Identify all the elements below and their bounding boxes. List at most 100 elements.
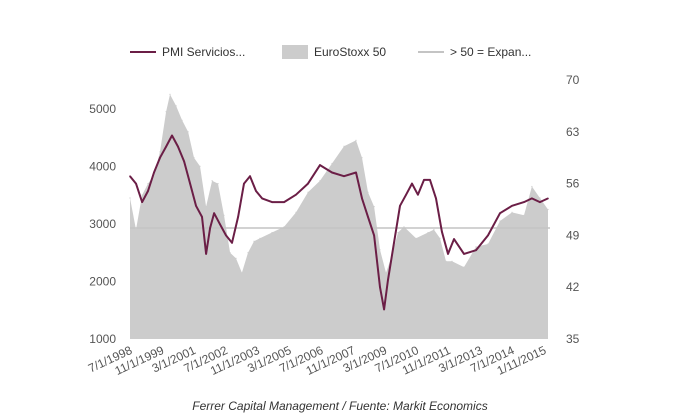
legend-label: PMI Servicios...	[162, 45, 245, 59]
pmi-line-layer	[129, 134, 549, 311]
eurostoxx-point	[241, 272, 243, 274]
pmi-point	[255, 190, 257, 192]
y-left-tick-label: 4000	[89, 159, 116, 173]
pmi-point	[283, 201, 285, 203]
pmi-point	[183, 160, 185, 163]
pmi-point	[379, 286, 381, 289]
pmi-point	[147, 190, 149, 192]
eurostoxx-point	[205, 206, 207, 208]
y-left-tick-label: 3000	[89, 217, 116, 231]
pmi-point	[237, 216, 239, 218]
pmi-point	[243, 182, 245, 185]
pmi-point	[435, 197, 437, 200]
chart-caption: Ferrer Capital Management / Fuente: Mark…	[192, 399, 487, 413]
y-right-tick-label: 70	[566, 73, 580, 87]
pmi-point	[249, 175, 251, 177]
pmi-point	[319, 164, 321, 166]
eurostoxx-point	[319, 180, 321, 182]
pmi-point	[129, 175, 131, 177]
eurostoxx-point	[271, 231, 273, 234]
pmi-point	[331, 171, 333, 174]
y-right-tick-label: 63	[566, 125, 580, 139]
pmi-point	[499, 212, 501, 214]
pmi-point	[189, 182, 191, 185]
pmi-point	[423, 179, 425, 181]
eurostoxx-area	[130, 94, 548, 340]
eurostoxx-point	[199, 165, 201, 167]
eurostoxx-point	[463, 266, 465, 268]
eurostoxx-point	[247, 252, 249, 254]
pmi-point	[429, 179, 431, 181]
eurostoxx-point	[307, 191, 309, 193]
eurostoxx-point	[135, 229, 137, 231]
pmi-point	[209, 227, 211, 229]
y-axis-right: 35 42 49 56 63 70	[566, 73, 580, 346]
eurostoxx-point	[343, 145, 345, 147]
eurostoxx-point	[539, 197, 541, 199]
eurostoxx-point	[175, 105, 177, 107]
pmi-point	[141, 201, 143, 203]
eurostoxx-point	[295, 211, 297, 213]
pmi-point	[387, 279, 389, 281]
y-right-tick-label: 42	[566, 280, 580, 294]
pmi-point	[225, 234, 227, 237]
legend-item: PMI Servicios...	[130, 45, 245, 59]
eurostoxx-point	[211, 180, 213, 182]
eurostoxx-point	[159, 151, 161, 153]
pmi-point	[463, 253, 465, 255]
y-left-tick-label: 5000	[89, 102, 116, 116]
pmi-point	[361, 197, 363, 200]
eurostoxx-point	[499, 220, 501, 222]
y-right-tick-label: 56	[566, 177, 580, 191]
eurostoxx-area-layer	[129, 93, 549, 340]
eurostoxx-point	[367, 191, 369, 193]
legend-label: EuroStoxx 50	[314, 45, 386, 59]
pmi-point	[531, 197, 533, 200]
eurostoxx-point	[181, 119, 183, 121]
pmi-line	[129, 134, 549, 311]
eurostoxx-point	[445, 260, 447, 262]
eurostoxx-point	[355, 139, 357, 141]
pmi-point	[487, 234, 489, 237]
eurostoxx-point	[165, 111, 167, 113]
pmi-point	[547, 197, 549, 200]
pmi-point	[411, 182, 413, 185]
pmi-point	[475, 249, 477, 251]
eurostoxx-point	[403, 226, 405, 228]
eurostoxx-point	[229, 252, 231, 254]
legend-item: > 50 = Expan...	[418, 45, 531, 59]
eurostoxx-point	[547, 208, 549, 211]
pmi-point	[195, 205, 197, 207]
eurostoxx-point	[475, 246, 477, 248]
eurostoxx-point	[193, 157, 195, 159]
pmi-point	[307, 182, 309, 185]
y-right-tick-label: 35	[566, 332, 580, 346]
eurostoxx-point	[217, 183, 219, 185]
eurostoxx-point	[433, 229, 435, 231]
pmi-point	[261, 197, 263, 200]
pmi-point	[399, 205, 401, 207]
pmi-point	[367, 216, 369, 218]
pmi-point	[201, 216, 203, 218]
eurostoxx-point	[235, 257, 237, 259]
eurostoxx-point	[511, 211, 513, 213]
eurostoxx-point	[147, 183, 149, 185]
pmi-point	[135, 182, 137, 185]
eurostoxx-point	[379, 249, 381, 251]
eurostoxx-point	[187, 131, 189, 133]
eurostoxx-point	[129, 197, 131, 199]
eurostoxx-point	[523, 214, 525, 216]
eurostoxx-point	[169, 93, 171, 95]
pmi-point	[295, 193, 297, 196]
legend-swatch	[282, 45, 308, 59]
eurostoxx-point	[427, 231, 429, 234]
legend-label: > 50 = Expan...	[450, 45, 531, 59]
pmi-point	[373, 234, 375, 237]
pmi-point	[153, 171, 155, 174]
eurostoxx-point	[331, 162, 333, 165]
legend: PMI Servicios... EuroStoxx 50 > 50 = Expan…	[130, 45, 531, 59]
y-right-tick-label: 49	[566, 228, 580, 242]
pmi-point	[405, 193, 407, 196]
eurostoxx-point	[531, 185, 533, 188]
